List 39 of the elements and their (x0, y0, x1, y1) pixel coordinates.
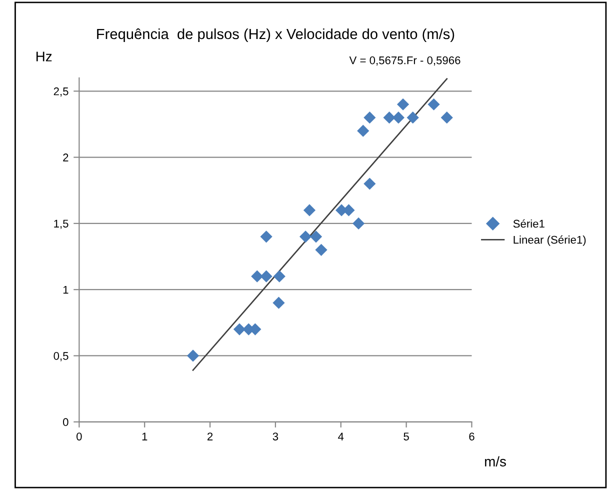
point (364, 112, 376, 124)
legend-label: Série1 (513, 219, 544, 228)
chart-title: Frequência de pulsos (Hz) x Velocidade do vento (m/s) (97, 28, 454, 42)
x-axis-title: m/s (485, 456, 506, 466)
point (428, 98, 440, 110)
point (315, 244, 328, 256)
legend-label: Linear (Série1) (514, 235, 586, 246)
point (251, 270, 264, 282)
point (273, 270, 286, 282)
text: V = 0,5675.Fr - 0,5966 (349, 56, 460, 66)
x-tick-label: 4 (338, 432, 344, 440)
x-tick-label: 0 (76, 432, 82, 440)
y-tick-label: 1 (63, 286, 68, 294)
point (310, 230, 322, 243)
x-tick-label: 3 (272, 432, 278, 440)
x-tick-label: 5 (404, 432, 409, 440)
point (303, 204, 316, 216)
point (272, 296, 285, 309)
x-tick-label: 1 (142, 432, 148, 440)
point (392, 112, 405, 124)
y-tick-label: 0,5 (54, 352, 68, 362)
point (299, 230, 312, 243)
y-tick-label: 2 (63, 154, 68, 162)
x-tick-label: 2 (207, 432, 213, 440)
y-axis-title: Hz (36, 52, 52, 62)
y-tick-label: 1,5 (54, 220, 68, 229)
x-tick-label: 6 (469, 432, 474, 440)
point (383, 112, 396, 124)
y-tick-label: 2,5 (54, 87, 68, 97)
y-tick-label: 0 (63, 418, 68, 426)
point (260, 230, 272, 243)
point (352, 217, 365, 230)
point (440, 112, 453, 124)
point (357, 124, 370, 137)
point (396, 98, 410, 110)
point (406, 112, 419, 124)
point (260, 270, 272, 282)
point (364, 178, 376, 190)
point (186, 350, 200, 362)
